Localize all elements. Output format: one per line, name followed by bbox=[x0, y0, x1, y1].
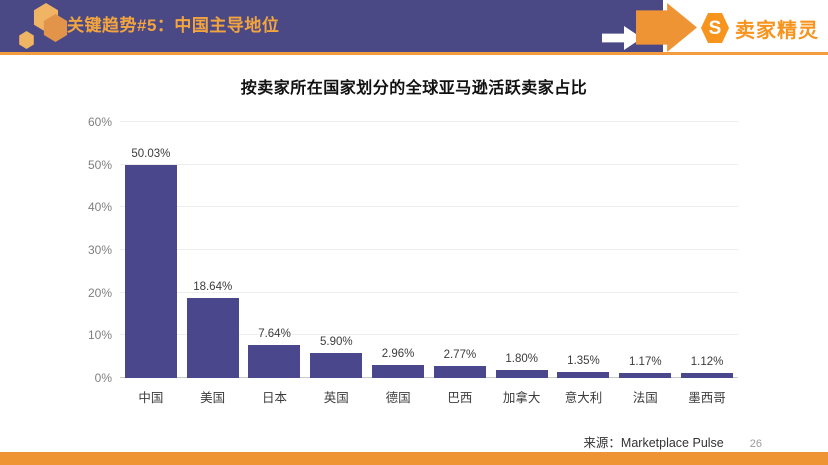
gridline bbox=[120, 334, 738, 336]
bar bbox=[248, 345, 301, 378]
header-underline bbox=[0, 52, 828, 55]
bar-group: 5.90% 英国 bbox=[305, 122, 367, 405]
bar-value-label: 50.03% bbox=[131, 147, 171, 160]
x-category-label: 美国 bbox=[200, 391, 226, 405]
y-tick-label: 40% bbox=[87, 200, 112, 215]
bar-value-label: 5.90% bbox=[319, 335, 353, 348]
bottom-accent-bar bbox=[0, 452, 828, 465]
header-band: 关键趋势#5：中国主导地位 bbox=[0, 0, 663, 52]
bar bbox=[124, 164, 177, 378]
x-category-label: 日本 bbox=[261, 391, 287, 405]
bars-layer: 50.03% 中国 18.64% 美国 7.64% 日本 5.90% 英国 2.96% 德国 2.7… bbox=[120, 122, 738, 405]
bar bbox=[681, 373, 734, 378]
bar-group: 1.35% 意大利 bbox=[553, 122, 615, 405]
bar-group: 7.64% 日本 bbox=[244, 122, 306, 405]
hexagon-decoration-icon bbox=[43, 14, 68, 42]
bar-value-label: 1.12% bbox=[690, 356, 724, 369]
bar-group: 1.12% 墨西哥 bbox=[676, 122, 738, 405]
sellersprite-hexagon-icon: S bbox=[701, 13, 729, 43]
bar-value-label: 7.64% bbox=[258, 328, 291, 341]
y-tick-label: 30% bbox=[87, 243, 112, 257]
page-number: 26 bbox=[749, 438, 762, 450]
x-category-label: 巴西 bbox=[447, 391, 473, 405]
bar bbox=[495, 370, 548, 378]
bar-group: 2.96% 德国 bbox=[367, 122, 429, 405]
gridline bbox=[120, 206, 738, 208]
bar bbox=[372, 365, 425, 378]
bar-group: 1.80% 加拿大 bbox=[491, 122, 553, 405]
y-tick-label: 60% bbox=[87, 115, 112, 129]
bar-group: 18.64% 美国 bbox=[182, 122, 244, 405]
brand-name: 卖家精灵 bbox=[735, 19, 819, 42]
bar-group: 2.77% 巴西 bbox=[429, 122, 491, 405]
y-tick-label: 0% bbox=[94, 371, 112, 385]
brand-logo: S 卖家精灵 bbox=[701, 13, 819, 43]
slide-footer: 来源：Marketplace Pulse 26 bbox=[583, 432, 762, 451]
x-category-label: 德国 bbox=[385, 391, 411, 405]
bar bbox=[557, 372, 610, 378]
bar-value-label: 2.96% bbox=[381, 348, 415, 361]
bar bbox=[310, 352, 363, 378]
bar-chart: 50.03% 中国 18.64% 美国 7.64% 日本 5.90% 英国 2.96% 德国 2.7… bbox=[120, 121, 738, 405]
slide-title: 关键趋势#5：中国主导地位 bbox=[67, 16, 280, 35]
bar-group: 1.17% 法国 bbox=[614, 122, 676, 405]
gridline bbox=[120, 249, 738, 250]
gridline bbox=[120, 121, 738, 122]
y-tick-label: 50% bbox=[87, 157, 112, 172]
bar-value-label: 1.80% bbox=[505, 353, 538, 366]
arrow-right-orange-icon bbox=[636, 3, 697, 52]
chart-title: 按卖家所在国家划分的全球亚马逊活跃卖家占比 bbox=[240, 80, 588, 97]
y-tick-label: 20% bbox=[87, 285, 112, 300]
grid-layer bbox=[120, 121, 738, 378]
bar-value-label: 1.17% bbox=[628, 356, 662, 369]
logo-letter: S bbox=[708, 17, 722, 39]
gridline bbox=[120, 163, 738, 165]
x-category-label: 英国 bbox=[323, 391, 349, 405]
gridline bbox=[120, 291, 738, 293]
y-tick-label: 10% bbox=[87, 328, 112, 343]
x-category-label: 意大利 bbox=[564, 391, 603, 405]
hexagon-decoration-icon bbox=[19, 31, 34, 49]
bar bbox=[433, 366, 486, 378]
source-text: 来源：Marketplace Pulse bbox=[583, 436, 724, 450]
y-axis-ticks: 0% 10% 20% 30% 40% 50% 60% bbox=[70, 115, 112, 385]
x-category-label: 加拿大 bbox=[502, 391, 541, 405]
bar-value-label: 2.77% bbox=[443, 349, 477, 362]
bar bbox=[186, 298, 239, 378]
x-axis-line bbox=[120, 377, 738, 378]
bar-group: 50.03% 中国 bbox=[120, 122, 182, 405]
x-category-label: 中国 bbox=[138, 391, 164, 405]
bar-value-label: 1.35% bbox=[567, 355, 600, 368]
x-category-label: 法国 bbox=[632, 391, 658, 405]
bar bbox=[619, 373, 672, 378]
x-category-label: 墨西哥 bbox=[688, 391, 726, 405]
bar-value-label: 18.64% bbox=[193, 281, 233, 294]
